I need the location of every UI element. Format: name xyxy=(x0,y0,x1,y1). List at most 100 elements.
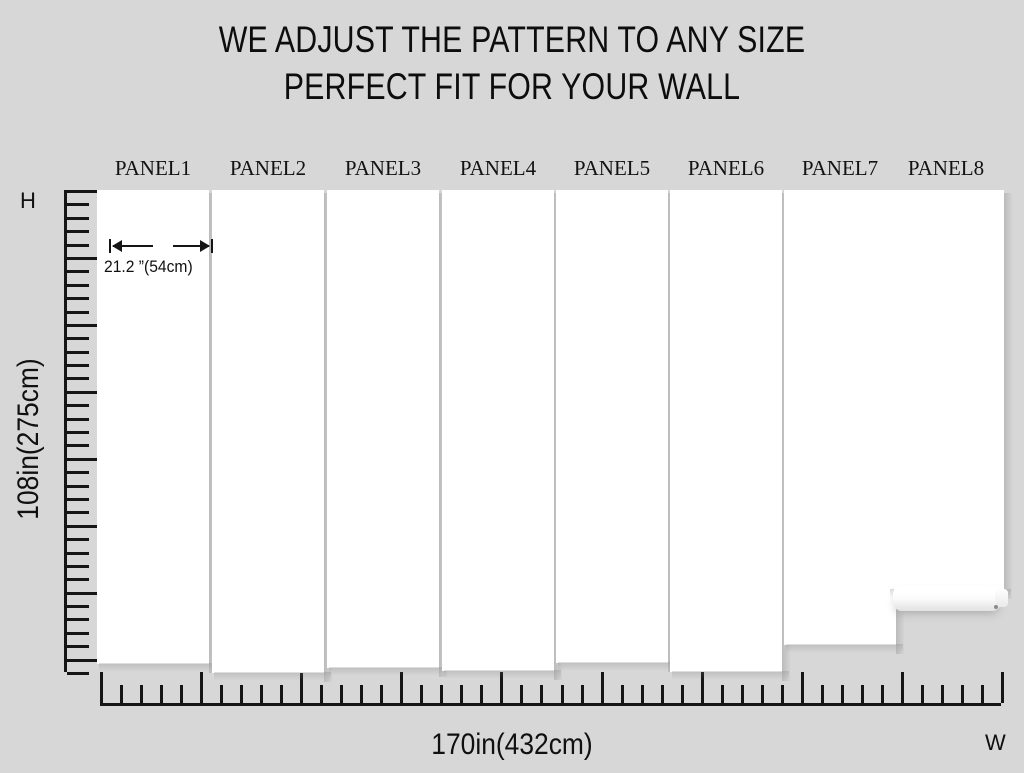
panel-1[interactable] xyxy=(97,190,218,673)
panel-label-6: PANEL6 xyxy=(687,156,765,180)
horizontal-ruler-minor-tick xyxy=(761,685,764,703)
horizontal-ruler-minor-tick xyxy=(480,685,483,703)
vertical-ruler-minor-tick xyxy=(67,377,89,380)
panel-4[interactable] xyxy=(442,190,563,680)
vertical-ruler-minor-tick xyxy=(67,203,89,206)
height-dimension-label: 108in(275cm) xyxy=(12,358,45,520)
panel-label-8: PANEL8 xyxy=(907,156,985,180)
horizontal-ruler-minor-tick xyxy=(641,685,644,703)
vertical-ruler-major-tick xyxy=(67,458,108,461)
vertical-ruler-minor-tick xyxy=(67,471,89,474)
horizontal-ruler-minor-tick xyxy=(941,685,944,703)
horizontal-ruler-minor-tick xyxy=(360,685,363,703)
vertical-ruler-minor-tick xyxy=(67,485,89,488)
vertical-ruler-major-tick xyxy=(67,525,108,528)
panel-label-2: PANEL2 xyxy=(229,156,307,180)
horizontal-ruler-minor-tick xyxy=(180,685,183,703)
vertical-ruler-minor-tick xyxy=(67,645,89,648)
horizontal-ruler-minor-tick xyxy=(220,685,223,703)
dimension-end-tick-right xyxy=(211,239,213,253)
dimension-end-tick-left xyxy=(109,239,111,253)
vertical-ruler-minor-tick xyxy=(67,618,89,621)
vertical-ruler-major-tick xyxy=(67,659,108,662)
panel-bottom-shadow xyxy=(786,644,903,653)
panel-7[interactable] xyxy=(784,190,905,654)
panel-label-5: PANEL5 xyxy=(573,156,651,180)
panel-bottom-shadow xyxy=(99,663,216,672)
horizontal-ruler-minor-tick xyxy=(841,685,844,703)
horizontal-ruler-minor-tick xyxy=(561,685,564,703)
horizontal-ruler-minor-tick xyxy=(981,685,984,703)
vertical-ruler-minor-tick xyxy=(67,230,89,233)
vertical-ruler-minor-tick xyxy=(67,418,89,421)
vertical-ruler-major-tick xyxy=(67,257,108,260)
horizontal-ruler-major-tick xyxy=(100,672,103,703)
horizontal-ruler-minor-tick xyxy=(540,685,543,703)
vertical-ruler-minor-tick xyxy=(67,270,89,273)
headline-line-2: PERFECT FIT FOR YOUR WALL xyxy=(283,66,741,107)
arrow-right-icon xyxy=(200,240,210,252)
width-dimension-label: 170in(432cm) xyxy=(431,728,593,761)
horizontal-ruler-minor-tick xyxy=(881,685,884,703)
horizontal-ruler-minor-tick xyxy=(520,685,523,703)
vertical-ruler xyxy=(64,190,108,675)
vertical-ruler-minor-tick xyxy=(67,565,89,568)
vertical-ruler-major-tick xyxy=(67,592,108,595)
horizontal-ruler-minor-tick xyxy=(681,685,684,703)
horizontal-ruler-minor-tick xyxy=(260,685,263,703)
rolled-panel-end[interactable] xyxy=(893,585,1001,611)
panel-label-1: PANEL1 xyxy=(114,156,192,180)
horizontal-ruler-minor-tick xyxy=(961,685,964,703)
panel-label-3: PANEL3 xyxy=(344,156,422,180)
horizontal-ruler-minor-tick xyxy=(380,685,383,703)
panel-label-7: PANEL7 xyxy=(801,156,879,180)
horizontal-ruler-minor-tick xyxy=(621,685,624,703)
horizontal-ruler-minor-tick xyxy=(280,685,283,703)
vertical-ruler-minor-tick xyxy=(67,431,89,434)
panel-bottom-shadow xyxy=(558,662,675,671)
vertical-ruler-minor-tick xyxy=(67,578,89,581)
horizontal-ruler-minor-tick xyxy=(420,685,423,703)
vertical-ruler-minor-tick xyxy=(67,511,89,514)
vertical-ruler-minor-tick xyxy=(67,337,89,340)
arrow-left-icon xyxy=(112,240,122,252)
vertical-ruler-minor-tick xyxy=(67,217,89,220)
horizontal-ruler-minor-tick xyxy=(340,685,343,703)
panel-6[interactable] xyxy=(670,190,791,681)
height-axis-marker: H xyxy=(20,188,36,213)
vertical-ruler-minor-tick xyxy=(67,311,89,314)
panel-width-value: 21.2 ”(54cm) xyxy=(104,257,193,276)
panel-3[interactable] xyxy=(327,190,448,677)
horizontal-ruler-major-tick xyxy=(901,672,904,703)
panel-label-4: PANEL4 xyxy=(459,156,537,180)
horizontal-ruler-major-tick xyxy=(200,672,203,703)
headline-line-1: WE ADJUST THE PATTERN TO ANY SIZE xyxy=(218,19,806,60)
horizontal-ruler-minor-tick xyxy=(661,685,664,703)
vertical-ruler-minor-tick xyxy=(67,444,89,447)
horizontal-ruler-minor-tick xyxy=(120,685,123,703)
vertical-ruler-minor-tick xyxy=(67,244,89,247)
horizontal-ruler-major-tick xyxy=(701,672,704,703)
vertical-ruler-minor-tick xyxy=(67,605,89,608)
horizontal-ruler-major-tick xyxy=(1001,672,1004,703)
horizontal-ruler-major-tick xyxy=(801,672,804,703)
width-axis-marker: W xyxy=(985,730,1006,755)
horizontal-ruler-minor-tick xyxy=(240,685,243,703)
panel-5[interactable] xyxy=(556,190,677,672)
horizontal-ruler-minor-tick xyxy=(140,685,143,703)
vertical-ruler-major-tick xyxy=(67,391,108,394)
panel-width-dimension-arrow xyxy=(109,238,213,254)
roll-end-cap xyxy=(995,589,1008,607)
horizontal-ruler-minor-tick xyxy=(721,685,724,703)
horizontal-ruler-minor-tick xyxy=(781,685,784,703)
vertical-ruler-minor-tick xyxy=(67,351,89,354)
horizontal-ruler-minor-tick xyxy=(821,685,824,703)
vertical-ruler-minor-tick xyxy=(67,404,89,407)
horizontal-ruler-spine xyxy=(100,703,1001,706)
vertical-ruler-minor-tick xyxy=(67,632,89,635)
vertical-ruler-spine xyxy=(64,190,67,672)
horizontal-ruler-minor-tick xyxy=(460,685,463,703)
panel-2[interactable] xyxy=(212,190,333,682)
panel-8[interactable] xyxy=(888,190,1013,599)
